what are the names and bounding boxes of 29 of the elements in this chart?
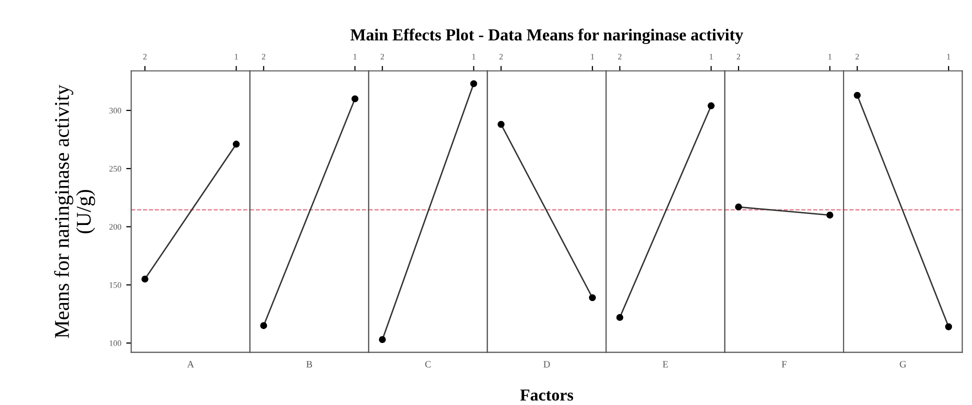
x-tick-label: 2: [499, 54, 503, 60]
x-tick-label: 2: [736, 54, 740, 60]
x-tick-label: 2: [856, 54, 859, 60]
x-axis-title: E: [662, 361, 668, 368]
x-tick-label: 1: [947, 54, 950, 60]
y-tick-label: 250: [109, 166, 122, 172]
y-tick-label: 100: [110, 340, 122, 346]
x-axis-title: C: [425, 360, 431, 368]
y-tick-label: 200: [109, 224, 122, 230]
x-tick-label: 2: [380, 54, 384, 60]
x-tick-label: 1: [234, 54, 238, 60]
x-axis-title: D: [544, 361, 550, 368]
x-axis-title: A: [187, 361, 194, 368]
y-tick-label: 150: [110, 282, 122, 288]
text: Factors: [520, 390, 574, 401]
x-tick-label: 1: [354, 54, 357, 60]
x-tick-label: 1: [591, 54, 594, 60]
x-tick-label: 2: [618, 54, 622, 60]
x-axis-title: B: [306, 361, 312, 368]
x-tick-label: 1: [710, 54, 713, 60]
x-tick-label: 1: [472, 54, 476, 60]
chart-title: Main Effects Plot - Data Means for naringinase activity: [350, 28, 744, 44]
y-tick-label: 300: [109, 108, 122, 114]
x-axis-title: G: [900, 360, 906, 368]
x-tick-label: 2: [262, 54, 266, 60]
x-tick-label: 2: [143, 54, 147, 60]
y-axis-title: Means for naringinase activity (U/g): [54, 84, 96, 338]
x-tick-label: 1: [828, 54, 832, 60]
x-axis-title: F: [782, 361, 787, 368]
